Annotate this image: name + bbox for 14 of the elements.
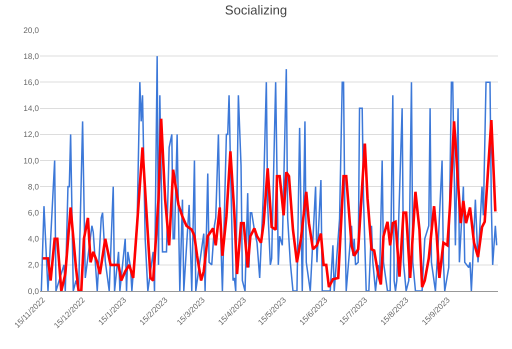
y-tick-label: 16,0 bbox=[23, 78, 40, 87]
y-tick-label: 6,0 bbox=[28, 208, 40, 218]
y-tick-label: 8,0 bbox=[28, 182, 40, 192]
y-tick-label: 12,0 bbox=[23, 130, 40, 140]
y-tick-label: 4,0 bbox=[28, 234, 40, 244]
line-series bbox=[41, 117, 497, 291]
y-tick-label: 2,0 bbox=[28, 260, 40, 270]
y-tick-label: 10,0 bbox=[23, 156, 40, 166]
line-series bbox=[40, 55, 498, 291]
y-tick-label: 20,0 bbox=[23, 26, 40, 35]
y-tick-label: 14,0 bbox=[23, 104, 40, 114]
y-tick-label: 0,0 bbox=[28, 286, 40, 296]
y-tick-label: 18,0 bbox=[23, 52, 40, 61]
chart-title: Socializing bbox=[224, 2, 288, 18]
